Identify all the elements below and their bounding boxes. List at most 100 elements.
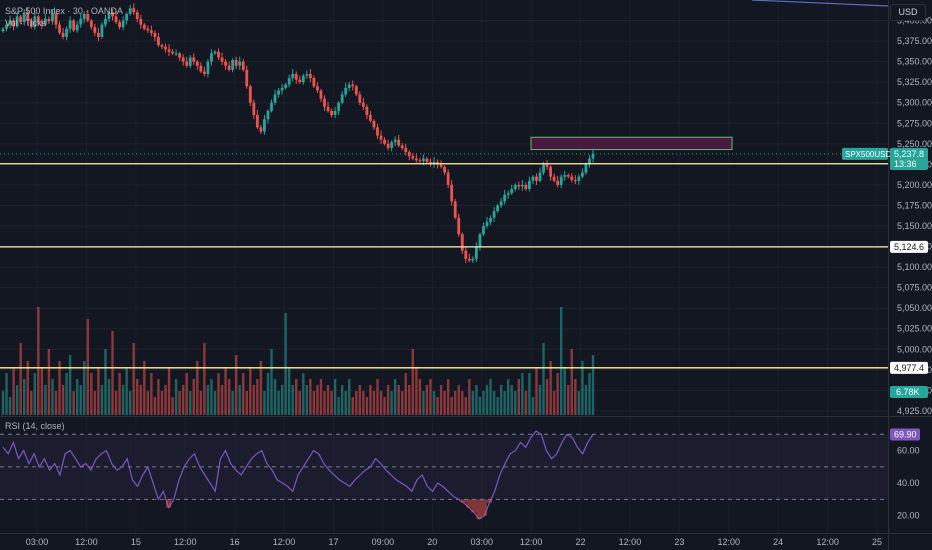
- volume-bar: [482, 391, 485, 415]
- candle-body: [82, 13, 86, 19]
- volume-bar: [291, 385, 294, 415]
- volume-bar: [570, 349, 574, 415]
- candle-body: [436, 161, 439, 165]
- currency-button[interactable]: USD: [890, 4, 926, 21]
- rsi-tick-label: 60.00: [897, 446, 920, 456]
- candle-body: [528, 180, 531, 190]
- candle-body: [280, 87, 284, 91]
- candle-body: [478, 234, 482, 247]
- volume-bar: [146, 391, 150, 415]
- candle-body: [181, 57, 185, 62]
- volume-bar: [298, 391, 301, 415]
- volume-bar: [422, 391, 425, 415]
- candle-body: [559, 176, 563, 185]
- volume-bar: [65, 373, 68, 415]
- candle-body: [139, 18, 143, 25]
- candle-body: [549, 166, 553, 177]
- volume-bar: [256, 379, 259, 415]
- volume-bar: [178, 391, 181, 415]
- candle-body: [376, 127, 379, 136]
- price-tick-label: 5,150.00: [897, 221, 932, 231]
- volume-bar: [15, 385, 19, 415]
- rsi-line: [2, 430, 594, 520]
- candle-body: [47, 18, 51, 22]
- last-price-label: 5,237.8: [894, 149, 924, 159]
- candle-body: [354, 86, 358, 95]
- candle-body: [460, 234, 464, 251]
- level-badge: [890, 240, 928, 253]
- time-tick-label: 03:00: [26, 537, 49, 547]
- volume-bar: [443, 391, 446, 415]
- candle-body: [125, 13, 129, 21]
- volume-bar: [376, 379, 379, 415]
- candle-body: [333, 110, 337, 116]
- time-tick-label: 12:00: [816, 537, 839, 547]
- candle-body: [157, 36, 160, 46]
- candle-body: [72, 20, 76, 31]
- candle-body: [383, 139, 386, 144]
- candle-body: [79, 18, 83, 25]
- price-tick-label: 5,200.00: [897, 180, 932, 190]
- candle-body: [510, 189, 514, 194]
- volume-bar: [418, 379, 422, 415]
- candle-body: [114, 16, 118, 23]
- candle-body: [188, 57, 192, 66]
- time-tick-label: 12:00: [717, 537, 740, 547]
- candle-body: [231, 59, 235, 70]
- candle-body: [298, 79, 302, 83]
- candle-body: [411, 156, 415, 159]
- candle-body: [450, 184, 454, 202]
- volume-bar: [242, 373, 245, 415]
- volume-bar: [93, 391, 97, 415]
- volume-bar: [143, 361, 146, 415]
- zone-box[interactable]: [530, 136, 733, 151]
- candle-body: [581, 172, 584, 177]
- time-tick-label: 12:00: [273, 537, 296, 547]
- volume-bar: [139, 385, 142, 415]
- volume-bar: [26, 361, 29, 415]
- volume-bar: [114, 391, 118, 415]
- volume-bar: [125, 367, 128, 415]
- candle-body: [132, 8, 136, 13]
- volume-bar: [563, 367, 566, 415]
- candle-body: [160, 45, 164, 47]
- candle-body: [365, 106, 369, 116]
- candle-body: [453, 201, 457, 218]
- candle-body: [457, 217, 461, 235]
- volume-bar: [478, 397, 482, 415]
- volume-bar: [280, 385, 284, 415]
- volume-bar: [153, 397, 157, 415]
- time-tick-label: 25: [872, 537, 882, 547]
- volume-bar: [107, 379, 111, 415]
- volume-bar: [574, 379, 577, 415]
- symbol-badge-label: SPX500USD: [845, 150, 891, 159]
- candle-body: [418, 160, 422, 162]
- volume-bar: [118, 373, 121, 415]
- volume-bar: [454, 391, 457, 415]
- candle-body: [319, 90, 323, 99]
- volume-bar: [199, 391, 203, 415]
- candle-body: [489, 217, 492, 222]
- candle-body: [535, 176, 538, 181]
- volume-bar: [19, 343, 22, 415]
- volume-bar: [542, 343, 545, 415]
- price-tick-label: 5,375.00: [897, 36, 932, 46]
- price-tick-label: 5,100.00: [897, 262, 932, 272]
- candle-body: [199, 65, 203, 72]
- candle-body: [351, 84, 355, 87]
- candle-body: [393, 139, 397, 143]
- candle-body: [104, 18, 107, 25]
- candle-body: [263, 119, 266, 132]
- volume-bar: [503, 391, 506, 415]
- candle-body: [22, 12, 26, 23]
- candle-body: [538, 172, 542, 181]
- volume-bar: [330, 391, 333, 415]
- volume-bar: [121, 385, 125, 415]
- volume-bar: [326, 385, 330, 415]
- candle-body: [347, 84, 351, 88]
- rsi-value-label: 69.90: [894, 429, 917, 439]
- price-tick-label: 5,325.00: [897, 77, 932, 87]
- candle-body: [344, 87, 348, 95]
